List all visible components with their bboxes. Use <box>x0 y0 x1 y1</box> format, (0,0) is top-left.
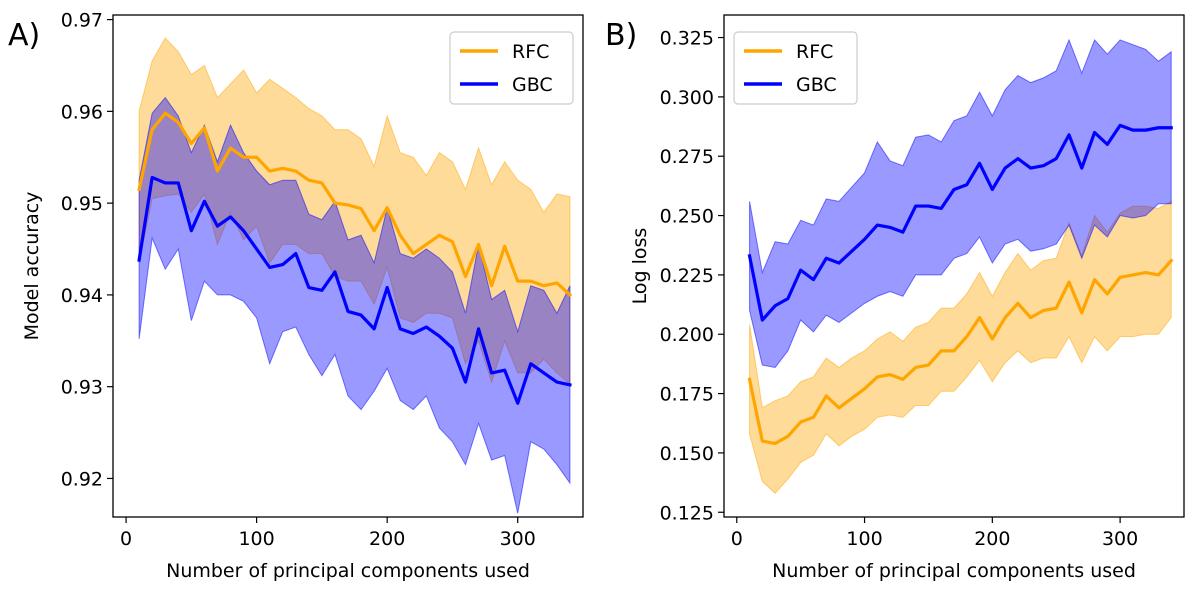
y-tick-label: 0.250 <box>660 206 714 228</box>
y-tick-label: 0.97 <box>61 10 103 32</box>
series-line-rfc <box>137 111 573 298</box>
x-axis-label: Number of principal components used <box>166 560 530 582</box>
band-rfc <box>749 200 1172 494</box>
y-tick-label: 0.325 <box>660 28 714 50</box>
y-tick-label: 0.150 <box>660 443 714 465</box>
x-tick-label: 300 <box>1102 528 1138 550</box>
legend-label-rfc: RFC <box>512 41 549 63</box>
panel-label: B) <box>605 18 637 53</box>
series-line-rfc <box>747 258 1174 446</box>
y-tick-label: 0.95 <box>61 193 103 215</box>
x-tick-label: 100 <box>238 528 274 550</box>
x-tick-label: 200 <box>974 528 1010 550</box>
y-tick-label: 0.300 <box>660 87 714 109</box>
y-tick-label: 0.200 <box>660 324 714 346</box>
y-axis-label: Log loss <box>629 228 651 305</box>
y-tick-label: 0.93 <box>61 377 103 399</box>
y-tick-label: 0.275 <box>660 146 714 168</box>
series-line-gbc <box>747 123 1173 322</box>
plot-frame <box>112 14 584 518</box>
y-tick-label: 0.125 <box>660 502 714 524</box>
x-tick-label: 0 <box>120 528 132 550</box>
legend-label-rfc: RFC <box>796 41 833 63</box>
chart-panel-b: 0 100 200 300 0.125 0.150 0.175 0.200 0.225 0.250… <box>605 14 1185 582</box>
band-gbc <box>138 96 571 514</box>
x-tick-label: 300 <box>500 528 536 550</box>
legend-label-gbc: GBC <box>512 74 553 96</box>
y-tick-label: 0.225 <box>660 265 714 287</box>
y-axis-label: Model accuracy <box>21 192 43 341</box>
x-axis-label: Number of principal components used <box>772 560 1136 582</box>
panel-label: A) <box>8 18 40 53</box>
legend-label-gbc: GBC <box>796 74 837 96</box>
plot-frame <box>723 14 1185 518</box>
y-tick-label: 0.94 <box>61 285 103 307</box>
legend: RFC GBC <box>449 31 574 105</box>
y-tick-label: 0.96 <box>61 101 103 123</box>
band-gbc <box>749 38 1172 369</box>
x-tick-label: 0 <box>731 528 743 550</box>
legend: RFC GBC <box>733 31 858 105</box>
y-tick-label: 0.175 <box>660 384 714 406</box>
chart-panel-a: 0 100 200 300 0.92 0.93 0.94 0.95 0.96 0.97 Number… <box>8 10 584 582</box>
series-line-gbc <box>137 175 572 405</box>
y-tick-label: 0.92 <box>61 468 103 490</box>
x-tick-label: 200 <box>369 528 405 550</box>
x-tick-label: 100 <box>846 528 882 550</box>
